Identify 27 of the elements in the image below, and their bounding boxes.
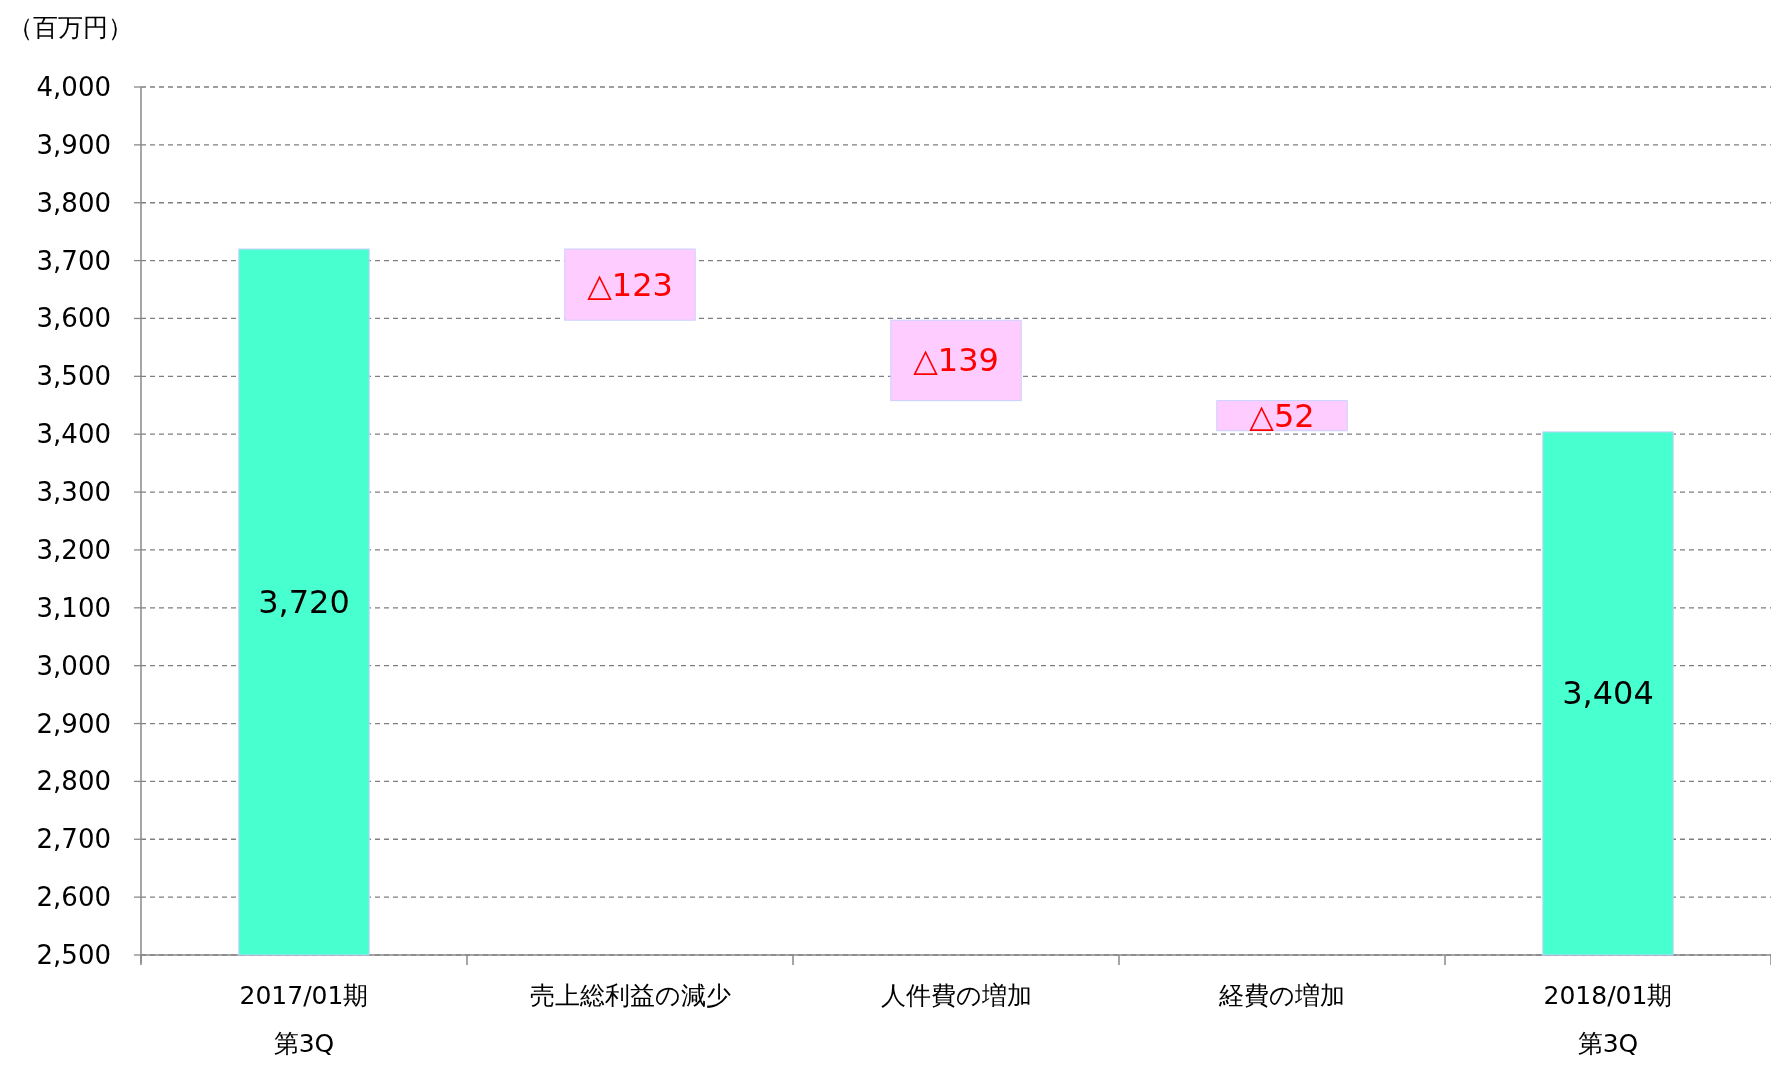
y-tick-label: 4,000 <box>36 72 111 102</box>
y-tick-label: 3,300 <box>36 477 111 508</box>
data-label: 3,720 <box>258 583 350 622</box>
data-label: △139 <box>913 341 999 380</box>
y-axis-title: （百万円） <box>8 13 133 42</box>
y-tick-label: 3,600 <box>36 303 111 334</box>
y-tick-label: 3,800 <box>36 187 111 218</box>
x-tick-label: 人件費の増加 <box>879 980 1033 1012</box>
data-label: △52 <box>1249 396 1315 435</box>
y-tick-label: 2,900 <box>36 708 111 739</box>
y-tick-label: 3,700 <box>36 245 111 276</box>
x-tick-label: 2018/01期第3Q <box>1542 980 1674 1060</box>
y-tick-label: 2,800 <box>36 766 111 797</box>
data-label: 3,404 <box>1562 674 1654 713</box>
y-tick-label: 3,500 <box>36 361 111 392</box>
y-tick-label: 3,000 <box>36 650 111 681</box>
y-tick-label: 3,400 <box>36 419 111 450</box>
y-tick-label: 3,900 <box>36 129 111 160</box>
y-tick-label: 3,200 <box>36 534 111 565</box>
x-tick-label: 2017/01期第3Q <box>238 980 370 1060</box>
data-label: △123 <box>587 265 673 304</box>
y-tick-label: 3,100 <box>36 592 111 623</box>
y-tick-label: 2,500 <box>36 940 111 970</box>
x-tick-label: 売上総利益の減少 <box>528 980 732 1012</box>
y-tick-label: 2,600 <box>36 882 111 913</box>
y-tick-label: 2,700 <box>36 824 111 855</box>
x-tick-label: 経費の増加 <box>1218 980 1346 1012</box>
